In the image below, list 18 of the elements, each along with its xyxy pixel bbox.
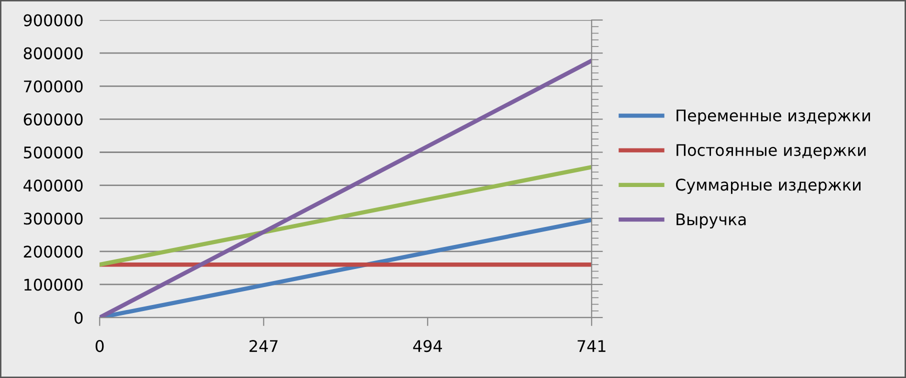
y-tick-label: 500000 xyxy=(24,146,83,159)
y-tick-label: 400000 xyxy=(23,180,83,192)
x-tick-label: 247 xyxy=(250,340,278,352)
x-tick-label: 494 xyxy=(413,340,442,352)
legend-label: Переменные издержки xyxy=(676,110,870,125)
x-tick-label: 0 xyxy=(96,340,104,352)
y-tick-label: 100000 xyxy=(24,278,83,291)
y-tick-label: 700000 xyxy=(24,80,83,92)
y-tick-label: 300000 xyxy=(24,212,83,225)
y-tick-label: 600000 xyxy=(24,113,83,126)
legend-label: Выручка xyxy=(676,213,746,228)
legend-label: Постоянные издержки xyxy=(676,144,866,160)
y-tick-label: 200000 xyxy=(24,246,83,258)
y-tick-label: 800000 xyxy=(24,47,83,60)
y-tick-label: 0 xyxy=(74,312,83,324)
legend-label: Суммарные издержки xyxy=(676,178,860,194)
x-tick-label: 741 xyxy=(578,340,606,352)
y-tick-label: 900000 xyxy=(24,14,83,26)
